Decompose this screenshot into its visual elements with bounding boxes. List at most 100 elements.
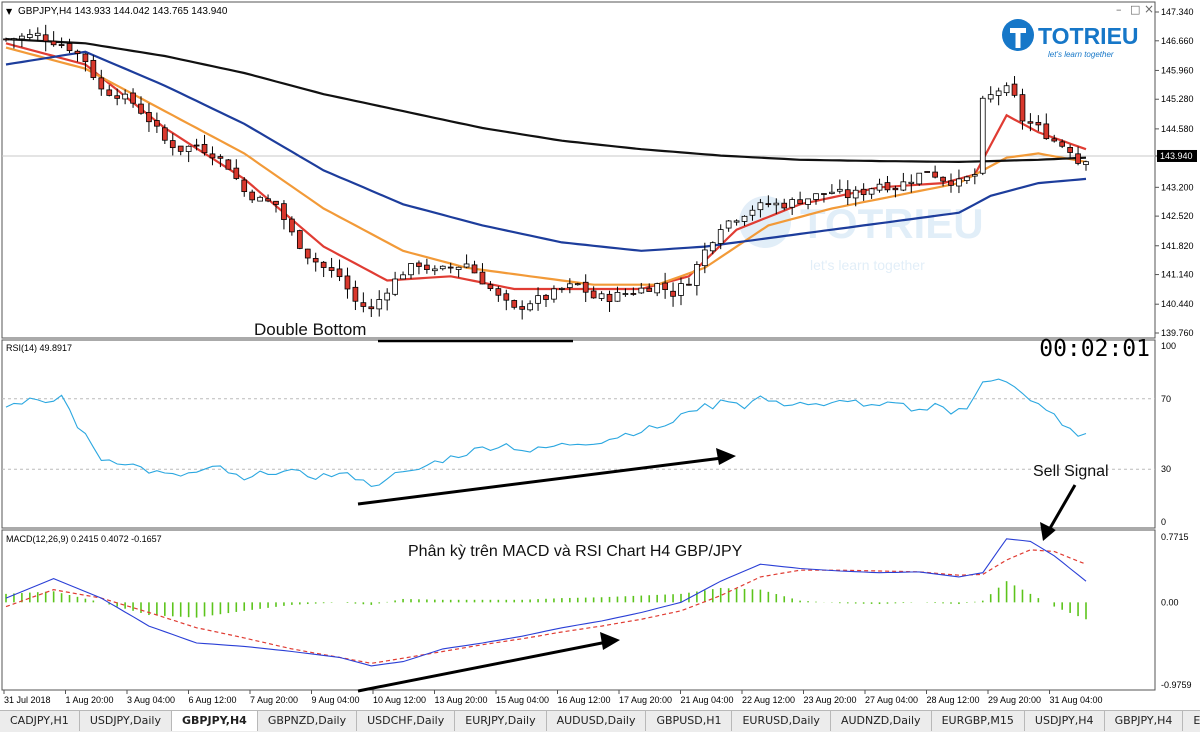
candle-body: [805, 198, 811, 205]
chart-tab[interactable]: USDJPY,H4: [1025, 711, 1105, 731]
chart-dropdown-icon[interactable]: ▼: [6, 7, 13, 16]
candle-body: [249, 191, 256, 201]
candle-body: [217, 156, 224, 159]
close-icon[interactable]: ×: [1144, 2, 1154, 16]
candle-body: [598, 293, 605, 299]
chart-tab[interactable]: EURUSD,Daily: [732, 711, 831, 731]
candle-body: [884, 182, 891, 191]
totrieu-logo: TOTRIEU let's learn together: [1002, 19, 1139, 59]
macd-tick-label: -0.9759: [1161, 680, 1192, 690]
candle-body: [408, 263, 414, 276]
candle-body: [50, 40, 57, 46]
candle-body: [66, 43, 73, 52]
macd-indicator: 0.7715 0.00 -0.9759: [5, 532, 1192, 690]
candle-body: [138, 103, 144, 114]
time-tick-label: 31 Jul 2018: [4, 695, 51, 705]
chart-tab[interactable]: EURUSD,Daily: [1183, 711, 1200, 731]
chart-tab[interactable]: GBPJPY,H4: [1105, 711, 1184, 731]
candle-body: [392, 278, 398, 295]
rsi-divergence-arrow: [357, 455, 731, 506]
candle-body: [304, 248, 311, 259]
price-axis: 147.340 146.660 145.960 145.280 144.580 143.9…: [2, 7, 1197, 338]
rsi-tick-label: 70: [1161, 394, 1171, 404]
candle-body: [209, 153, 216, 159]
macd-arrow-head: [600, 632, 620, 650]
candle-body: [11, 38, 17, 40]
candle-body: [940, 176, 946, 182]
candle-body: [725, 220, 732, 229]
candle-body: [670, 290, 676, 297]
candle-body: [574, 283, 581, 286]
candle-body: [376, 299, 383, 310]
candle-body: [273, 200, 279, 205]
price-tick-label: 141.140: [1161, 270, 1194, 280]
price-tick-label: 144.580: [1161, 124, 1194, 134]
rsi-tick-label: 100: [1161, 341, 1176, 351]
chart-tab[interactable]: GBPUSD,H1: [646, 711, 733, 731]
divergence-caption: Phân kỳ trên MACD và RSI Chart H4 GBP/JP…: [408, 543, 743, 560]
chart-tab[interactable]: USDCHF,Daily: [357, 711, 456, 731]
chart-tab[interactable]: USDJPY,Daily: [80, 711, 173, 731]
candle-body: [344, 275, 351, 290]
sell-arrow-head: [1040, 522, 1056, 541]
candle-body: [511, 300, 518, 308]
candle-body: [757, 202, 764, 211]
candle-body: [519, 306, 526, 310]
chart-tab[interactable]: GBPNZD,Daily: [258, 711, 358, 731]
candle-body: [852, 189, 859, 199]
time-tick-label: 22 Aug 12:00: [742, 695, 795, 705]
maximize-icon[interactable]: □: [1130, 3, 1140, 16]
candle-body: [995, 90, 1002, 96]
time-axis: 31 Jul 2018 1 Aug 20:00 3 Aug 04:00 6 Aug 1…: [3, 690, 1103, 705]
time-tick-label: 3 Aug 04:00: [127, 695, 175, 705]
chart-tab[interactable]: CADJPY,H1: [0, 711, 80, 731]
chart-tab[interactable]: EURJPY,Daily: [455, 711, 547, 731]
candle-body: [559, 288, 565, 290]
candle-body: [19, 35, 25, 40]
candle-body: [495, 288, 502, 296]
time-tick-label: 27 Aug 04:00: [865, 695, 918, 705]
candle-body: [590, 290, 597, 299]
candle-body: [527, 303, 533, 311]
candle-body: [948, 180, 954, 186]
candle-body: [1011, 83, 1018, 96]
sell-signal-arrow: [1047, 484, 1077, 531]
candle-body: [979, 97, 986, 174]
candle-body: [1075, 153, 1081, 164]
candle-body: [582, 281, 589, 293]
candle-body: [416, 262, 422, 267]
candle-body: [257, 196, 263, 202]
minimize-icon[interactable]: –: [1116, 3, 1122, 16]
macd-panel[interactable]: [1, 529, 1156, 691]
rsi-panel[interactable]: [1, 339, 1156, 529]
candle-body: [193, 144, 200, 147]
chart-tab[interactable]: GBPJPY,H4: [172, 711, 258, 731]
chart-tab[interactable]: AUDUSD,Daily: [547, 711, 647, 731]
candle-body: [741, 215, 748, 222]
candle-body: [154, 120, 160, 127]
candle-body: [1027, 121, 1034, 124]
candle-body: [312, 258, 319, 263]
candle-body: [543, 294, 549, 300]
chart-tab[interactable]: EURGBP,M15: [932, 711, 1025, 731]
candle-body: [296, 230, 303, 249]
candles: [3, 24, 1089, 320]
logo-tagline: let's learn together: [1048, 50, 1114, 59]
time-tick-label: 7 Aug 20:00: [250, 695, 298, 705]
candle-body: [678, 283, 684, 296]
candle-body: [964, 176, 970, 181]
candle-body: [789, 199, 796, 208]
candle-body: [455, 266, 462, 270]
price-tick-label: 146.660: [1161, 36, 1194, 46]
time-tick-label: 15 Aug 04:00: [496, 695, 549, 705]
candle-body: [114, 95, 121, 99]
candle-body: [956, 178, 962, 187]
rsi-indicator: 100 70 30 0: [2, 341, 1176, 527]
candle-body: [797, 199, 803, 205]
chart-tab[interactable]: AUDNZD,Daily: [831, 711, 932, 731]
macd-tick-label: 0.00: [1161, 597, 1179, 607]
candle-body: [646, 287, 653, 292]
candle-body: [26, 34, 33, 38]
candle-body: [987, 94, 994, 100]
